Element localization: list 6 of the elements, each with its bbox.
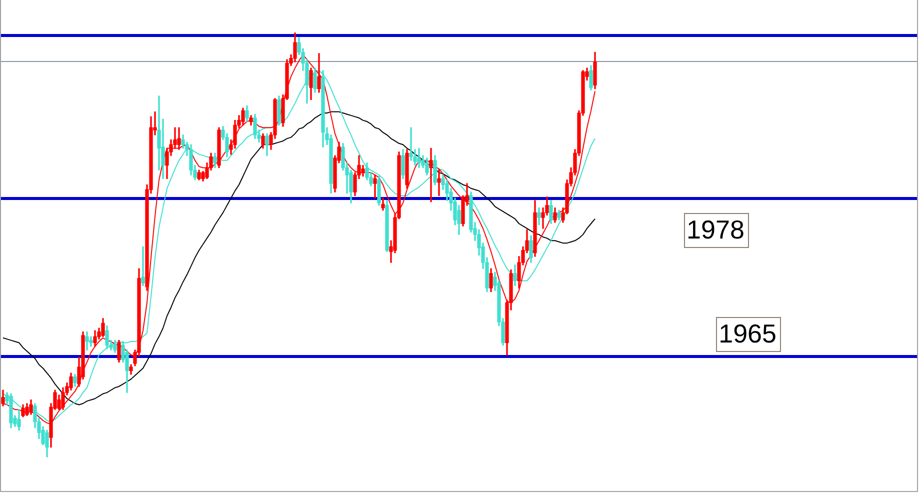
ref-line-label: 1978 [686,214,744,244]
candlestick [141,246,145,286]
candlestick [373,174,377,198]
candlestick [429,148,433,202]
ref-line-label: 1965 [718,318,776,348]
candlestick [437,170,441,196]
